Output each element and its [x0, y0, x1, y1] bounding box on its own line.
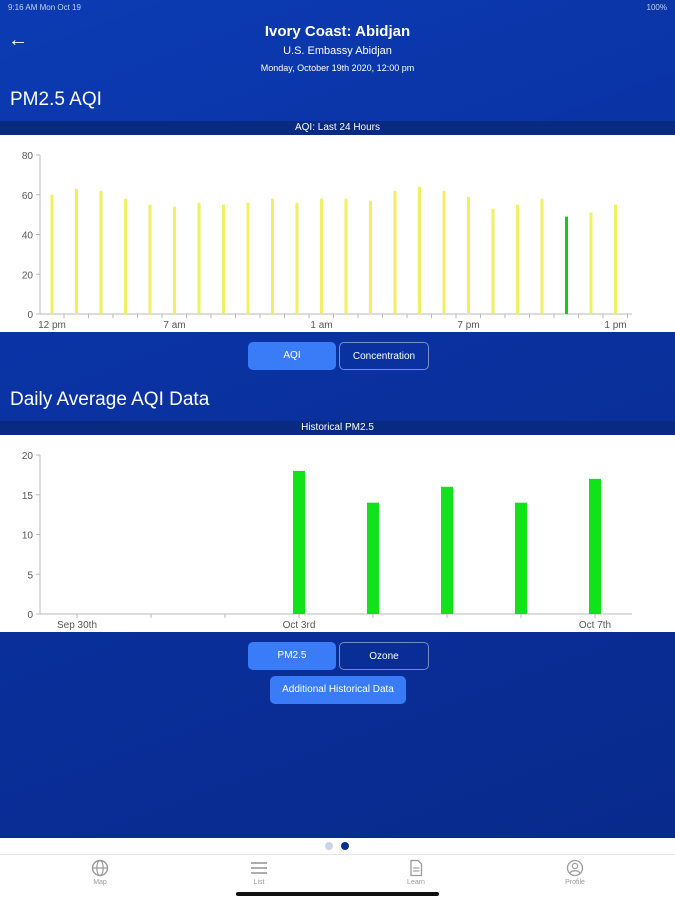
concentration-toggle-button[interactable]: Concentration: [339, 342, 429, 370]
profile-icon: [566, 859, 584, 877]
pm25-bar: [441, 486, 453, 614]
y-tick-label: 0: [27, 610, 33, 621]
x-tick-label: 12 pm: [38, 320, 66, 331]
document-icon: [410, 859, 423, 877]
hourly-chart-title: AQI: Last 24 Hours: [0, 121, 675, 135]
x-tick-label: 1 pm: [604, 320, 626, 331]
y-tick-label: 15: [22, 491, 34, 502]
aqi-bar: [344, 198, 348, 314]
aqi-bar: [173, 206, 176, 314]
x-tick-label: 7 pm: [457, 320, 479, 331]
aqi-bar: [442, 190, 446, 314]
tab-map-label: Map: [93, 879, 107, 886]
aqi-bar: [148, 204, 152, 314]
pm25-toggle-button[interactable]: PM2.5: [248, 642, 336, 670]
aqi-toggle-button[interactable]: AQI: [248, 342, 336, 370]
pm25-bar: [589, 478, 601, 614]
page-dot-1[interactable]: [325, 842, 333, 850]
status-time: 9:16 AM Mon Oct 19: [8, 3, 81, 12]
historical-chart-title: Historical PM2.5: [0, 421, 675, 435]
tab-list[interactable]: List: [229, 859, 289, 886]
x-tick-label: Oct 3rd: [283, 620, 316, 631]
aqi-bar: [271, 198, 274, 314]
tab-profile-label: Profile: [565, 879, 585, 886]
list-icon: [251, 862, 267, 874]
y-tick-label: 80: [22, 151, 34, 162]
hourly-aqi-chart: 0 20 40 60 80 12 pm 7 am 1 am 7 pm 1 pm: [22, 151, 632, 331]
pm25-bar: [367, 502, 379, 614]
aqi-bar: [614, 204, 617, 314]
x-tick-label: Sep 30th: [57, 620, 97, 631]
pm25-bar: [515, 502, 527, 614]
aqi-section-title: PM2.5 AQI: [10, 89, 102, 110]
additional-historical-data-button[interactable]: Additional Historical Data: [270, 676, 406, 704]
aqi-bar: [124, 198, 127, 314]
hourly-chart-panel: 0 20 40 60 80 12 pm 7 am 1 am 7 pm 1 pm: [0, 135, 675, 332]
aqi-bar: [418, 186, 421, 314]
page-dot-2[interactable]: [341, 842, 349, 850]
aqi-bar: [516, 204, 519, 314]
aqi-bar: [99, 190, 103, 314]
reading-timestamp: Monday, October 19th 2020, 12:00 pm: [260, 63, 415, 73]
aqi-bar: [467, 196, 470, 314]
location-title: Ivory Coast: Abidjan: [264, 23, 411, 40]
tab-list-label: List: [253, 879, 265, 886]
y-tick-label: 40: [22, 231, 34, 242]
tab-profile[interactable]: Profile: [545, 859, 605, 886]
y-tick-label: 20: [22, 270, 34, 281]
station-name: U.S. Embassy Abidjan: [283, 45, 392, 57]
x-tick-label: 7 am: [163, 320, 185, 331]
aqi-bar: [50, 194, 54, 314]
globe-icon: [91, 859, 109, 877]
ozone-toggle-button[interactable]: Ozone: [339, 642, 429, 670]
tab-map[interactable]: Map: [70, 859, 130, 886]
y-tick-label: 10: [22, 531, 34, 542]
aqi-bar: [589, 212, 593, 314]
x-tick-label: 1 am: [310, 320, 332, 331]
historical-chart-panel: 0 5 10 15 20 Sep 30th Oct 3rd Oct 7th: [0, 435, 675, 632]
pm25-bar: [293, 470, 305, 614]
x-tick-label: Oct 7th: [579, 620, 611, 631]
back-arrow-icon[interactable]: ←: [8, 29, 28, 51]
aqi-bar: [320, 198, 323, 314]
y-tick-label: 60: [22, 191, 34, 202]
aqi-bar: [565, 216, 568, 314]
y-tick-label: 0: [27, 310, 33, 321]
aqi-bar: [222, 204, 225, 314]
aqi-bar: [295, 202, 299, 314]
historical-pm25-chart: 0 5 10 15 20 Sep 30th Oct 3rd Oct 7th: [22, 451, 632, 631]
home-indicator: [236, 892, 439, 896]
tab-learn[interactable]: Learn: [386, 859, 446, 886]
tab-learn-label: Learn: [407, 879, 425, 886]
aqi-bar: [197, 202, 201, 314]
aqi-bar: [491, 208, 495, 314]
aqi-bar: [246, 202, 250, 314]
y-tick-label: 5: [27, 570, 33, 581]
aqi-bar: [540, 198, 544, 314]
aqi-bar: [75, 188, 78, 314]
y-tick-label: 20: [22, 451, 34, 462]
battery-indicator: 100%: [646, 3, 667, 12]
daily-section-title: Daily Average AQI Data: [10, 389, 210, 410]
status-bar: 9:16 AM Mon Oct 19 100%: [0, 0, 675, 14]
aqi-bar: [393, 190, 397, 314]
aqi-bar: [369, 200, 372, 314]
